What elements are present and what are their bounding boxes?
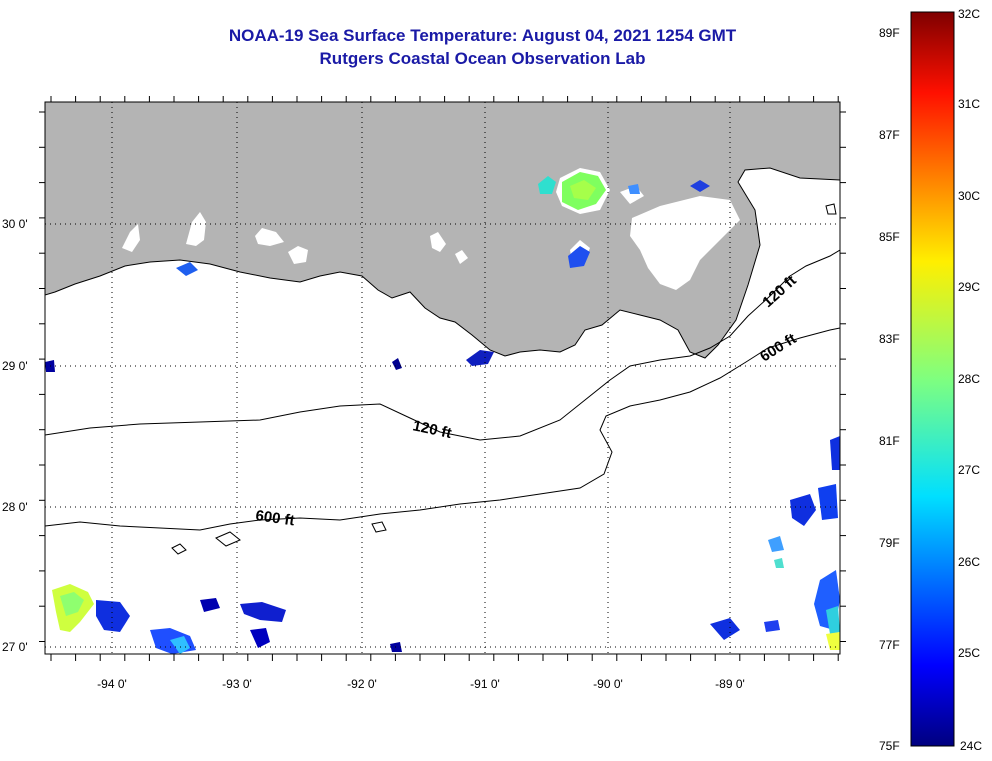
lat-label: 27 0': [2, 640, 28, 654]
cb-c-label: 30C: [958, 189, 980, 203]
cb-c-label: 27C: [958, 463, 980, 477]
lake: [122, 224, 140, 252]
colorbar-fahrenheit-labels: 89F 87F 85F 83F 81F 79F 77F 75F: [879, 26, 900, 753]
cb-f-label: 75F: [879, 739, 900, 753]
lat-label: 30 0': [2, 217, 28, 231]
axis-ticks: [39, 96, 846, 661]
cb-c-label: 29C: [958, 280, 980, 294]
sst-patches: [45, 172, 840, 654]
cb-f-label: 77F: [879, 638, 900, 652]
cb-c-label: 25C: [958, 646, 980, 660]
lake: [186, 212, 206, 246]
lat-label: 29 0': [2, 359, 28, 373]
cb-c-label: 26C: [958, 555, 980, 569]
lake: [630, 196, 740, 290]
contour-label-600ft-west: 600 ft: [254, 507, 295, 529]
contour-blob: [825, 203, 837, 215]
lake: [430, 232, 446, 252]
lon-label: -92 0': [347, 677, 377, 691]
cb-f-label: 89F: [879, 26, 900, 40]
lon-label: -93 0': [222, 677, 252, 691]
lake: [288, 246, 308, 264]
lake: [255, 228, 284, 246]
cb-f-label: 79F: [879, 536, 900, 550]
contour-blob: [171, 543, 187, 555]
contour-600ft: [45, 327, 840, 531]
cb-f-label: 85F: [879, 230, 900, 244]
map-frame: [44, 101, 841, 655]
latitude-labels: 30 0' 29 0' 28 0' 27 0': [2, 217, 28, 654]
cb-f-label: 83F: [879, 332, 900, 346]
lon-label: -90 0': [593, 677, 623, 691]
contour-120ft: [45, 249, 840, 441]
contour-blob: [371, 521, 387, 533]
cb-c-label: 28C: [958, 372, 980, 386]
lat-label: 28 0': [2, 500, 28, 514]
cb-c-label: 24C: [960, 739, 982, 753]
cb-f-label: 81F: [879, 434, 900, 448]
longitude-labels: -94 0' -93 0' -92 0' -91 0' -90 0' -89 0…: [97, 677, 745, 691]
lake: [455, 250, 468, 264]
lon-label: -89 0': [715, 677, 745, 691]
colorbar-celsius-labels: 32C 31C 30C 29C 28C 27C 26C 25C 24C: [958, 7, 982, 753]
cb-f-label: 87F: [879, 128, 900, 142]
map-title: NOAA-19 Sea Surface Temperature: August …: [228, 26, 737, 45]
cb-c-label: 31C: [958, 97, 980, 111]
cb-c-label: 32C: [958, 7, 980, 21]
land-mass: [45, 102, 840, 359]
graticule: [45, 102, 840, 654]
colorbar: [910, 11, 955, 747]
lon-label: -94 0': [97, 677, 127, 691]
map-subtitle: Rutgers Coastal Ocean Observation Lab: [319, 49, 646, 68]
lon-label: -91 0': [470, 677, 500, 691]
contour-blob: [215, 531, 241, 547]
